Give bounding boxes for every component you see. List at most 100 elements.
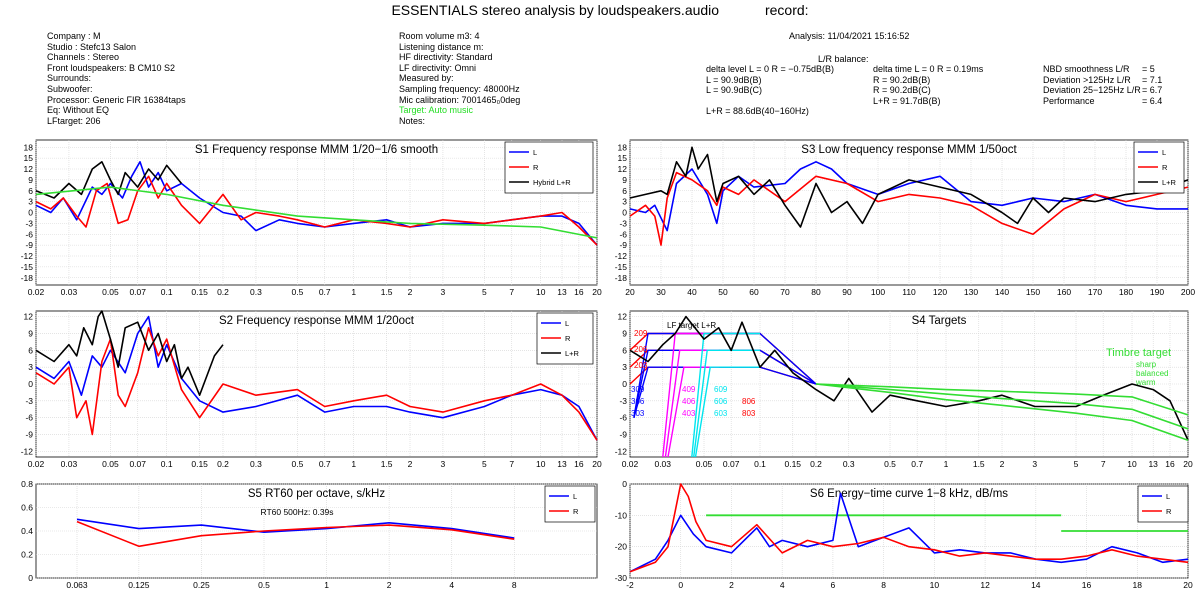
- s3-title: S3 Low frequency response MMM 1/50oct: [801, 144, 1017, 156]
- x-tick-label: 0.3: [250, 287, 262, 297]
- s1-legend: LR Hybrid L+R: [504, 141, 594, 194]
- y-tick-label: -20: [615, 542, 628, 552]
- y-tick-label: 12: [24, 164, 34, 174]
- x-tick-label: 0.03: [61, 459, 78, 469]
- y-tick-label: 0: [28, 208, 33, 218]
- x-tick-label: 1: [944, 459, 949, 469]
- legend-label: R: [533, 163, 539, 172]
- x-tick-label: 10: [536, 287, 546, 297]
- info-eq: Eq: Without EQ: [47, 105, 110, 116]
- s4-lf-target-line: [667, 366, 719, 458]
- info-listening-distance: Listening distance m:: [399, 41, 484, 52]
- x-tick-label: 90: [842, 287, 852, 297]
- x-tick-label: 0.02: [28, 287, 45, 297]
- y-tick-label: 0.4: [21, 526, 33, 536]
- x-tick-label: 100: [871, 287, 885, 297]
- x-tick-label: 30: [656, 287, 666, 297]
- s1-series-r: [35, 175, 598, 246]
- x-tick-label: 20: [625, 287, 635, 297]
- report-title: ESSENTIALS stereo analysis by loudspeake…: [391, 2, 720, 18]
- x-tick-label: 40: [687, 287, 697, 297]
- x-tick-label: 0.1: [754, 459, 766, 469]
- y-tick-label: -9: [619, 430, 627, 440]
- y-tick-label: -9: [25, 430, 33, 440]
- s4-blue-label: 309: [631, 385, 645, 394]
- s3-legend: LR L+R: [1133, 141, 1185, 194]
- x-tick-label: 0.05: [696, 459, 713, 469]
- info-dev-lf-value: = 6.7: [1142, 85, 1163, 96]
- x-tick-label: 0.2: [217, 459, 229, 469]
- s4-timbre-item: sharp: [1136, 360, 1157, 369]
- info-mic-calibration: Mic calibration: 7001465₀0deg: [399, 94, 521, 105]
- x-tick-label: 0.5: [884, 459, 896, 469]
- y-tick-label: 18: [24, 142, 34, 152]
- y-tick-label: 6: [622, 345, 627, 355]
- info-target: Target: Auto music: [399, 105, 474, 116]
- x-tick-label: -2: [626, 580, 634, 590]
- x-tick-label: 8: [881, 580, 886, 590]
- x-tick-label: 0.02: [622, 459, 639, 469]
- s4-lf-target-line: [664, 349, 719, 458]
- x-tick-label: 10: [536, 459, 546, 469]
- info-dev-hf-label: Deviation >125Hz L/R: [1043, 74, 1131, 85]
- info-l-b: L = 90.9dB(B): [706, 74, 762, 85]
- x-tick-label: 13: [1148, 459, 1158, 469]
- y-tick-label: -6: [619, 413, 627, 423]
- x-tick-label: 16: [574, 459, 584, 469]
- x-tick-label: 20: [592, 287, 602, 297]
- info-surrounds: Surrounds:: [47, 73, 92, 84]
- s1-title: S1 Frequency response MMM 1/20−1/6 smoot…: [195, 144, 438, 156]
- info-lr-b: L+R = 91.7dB(B): [873, 95, 941, 106]
- info-column-5: NBD smoothness L/R Deviation >125Hz L/R …: [1043, 64, 1141, 106]
- info-channels: Channels : Stereo: [47, 52, 120, 63]
- info-column-4: delta time L = 0 R = 0.19ms R = 90.2dB(B…: [873, 64, 983, 106]
- x-tick-label: 110: [902, 287, 916, 297]
- info-r-c: R = 90.2dB(C): [873, 85, 931, 96]
- s4-title: S4 Targets: [912, 315, 967, 327]
- x-tick-label: 5: [1074, 459, 1079, 469]
- x-tick-label: 0.5: [292, 459, 304, 469]
- x-tick-label: 0.15: [191, 287, 208, 297]
- y-tick-label: -30: [615, 573, 628, 583]
- x-tick-label: 0.1: [161, 287, 173, 297]
- info-performance-label: Performance: [1043, 95, 1095, 106]
- s6-title: S6 Energy−time curve 1−8 kHz, dB/ms: [810, 488, 1008, 500]
- s3-series-l: [629, 161, 1188, 232]
- y-tick-label: -6: [25, 413, 33, 423]
- x-tick-label: 1.5: [973, 459, 985, 469]
- x-tick-label: 18: [1133, 580, 1143, 590]
- x-tick-label: 180: [1119, 287, 1133, 297]
- x-tick-label: 0.07: [723, 459, 740, 469]
- s4-magenta-label: 406: [682, 397, 696, 406]
- x-tick-label: 120: [933, 287, 947, 297]
- info-delta-time: delta time L = 0 R = 0.19ms: [873, 64, 984, 74]
- x-tick-label: 0.1: [161, 459, 173, 469]
- x-tick-label: 0.03: [61, 287, 78, 297]
- info-front-speakers: Front loudspeakers: B CM10 S2: [47, 62, 176, 73]
- info-column-3: delta level L = 0 R = −0.75dB(B) L = 90.…: [706, 64, 834, 117]
- y-tick-label: 0.2: [21, 550, 33, 560]
- x-tick-label: 200: [1181, 287, 1195, 297]
- x-tick-label: 1: [324, 580, 329, 590]
- y-tick-label: 0.8: [21, 479, 33, 489]
- s4-timbre-item: warm: [1135, 378, 1156, 387]
- s4-lf-target-line: [694, 366, 760, 458]
- x-tick-label: 0.7: [319, 459, 331, 469]
- info-dev-hf-value: = 7.1: [1142, 74, 1163, 85]
- info-delta-level: delta level L = 0 R = −0.75dB(B): [706, 64, 834, 74]
- x-tick-label: 5: [482, 459, 487, 469]
- y-tick-label: -12: [615, 446, 628, 456]
- x-tick-label: 3: [441, 459, 446, 469]
- info-lftarget: LFtarget: 206: [47, 115, 101, 126]
- y-tick-label: 0: [28, 573, 33, 583]
- s4-magenta-label: 409: [682, 385, 696, 394]
- legend-box: [544, 485, 596, 523]
- x-tick-label: 0.125: [128, 580, 150, 590]
- info-subwoofer: Subwoofer:: [47, 83, 93, 94]
- y-tick-label: 12: [24, 312, 34, 322]
- record-label: record:: [764, 2, 809, 18]
- x-tick-label: 5: [482, 287, 487, 297]
- info-measured-by: Measured by:: [399, 73, 454, 84]
- legend-label: L+R: [1162, 178, 1177, 187]
- x-tick-label: 10: [1127, 459, 1137, 469]
